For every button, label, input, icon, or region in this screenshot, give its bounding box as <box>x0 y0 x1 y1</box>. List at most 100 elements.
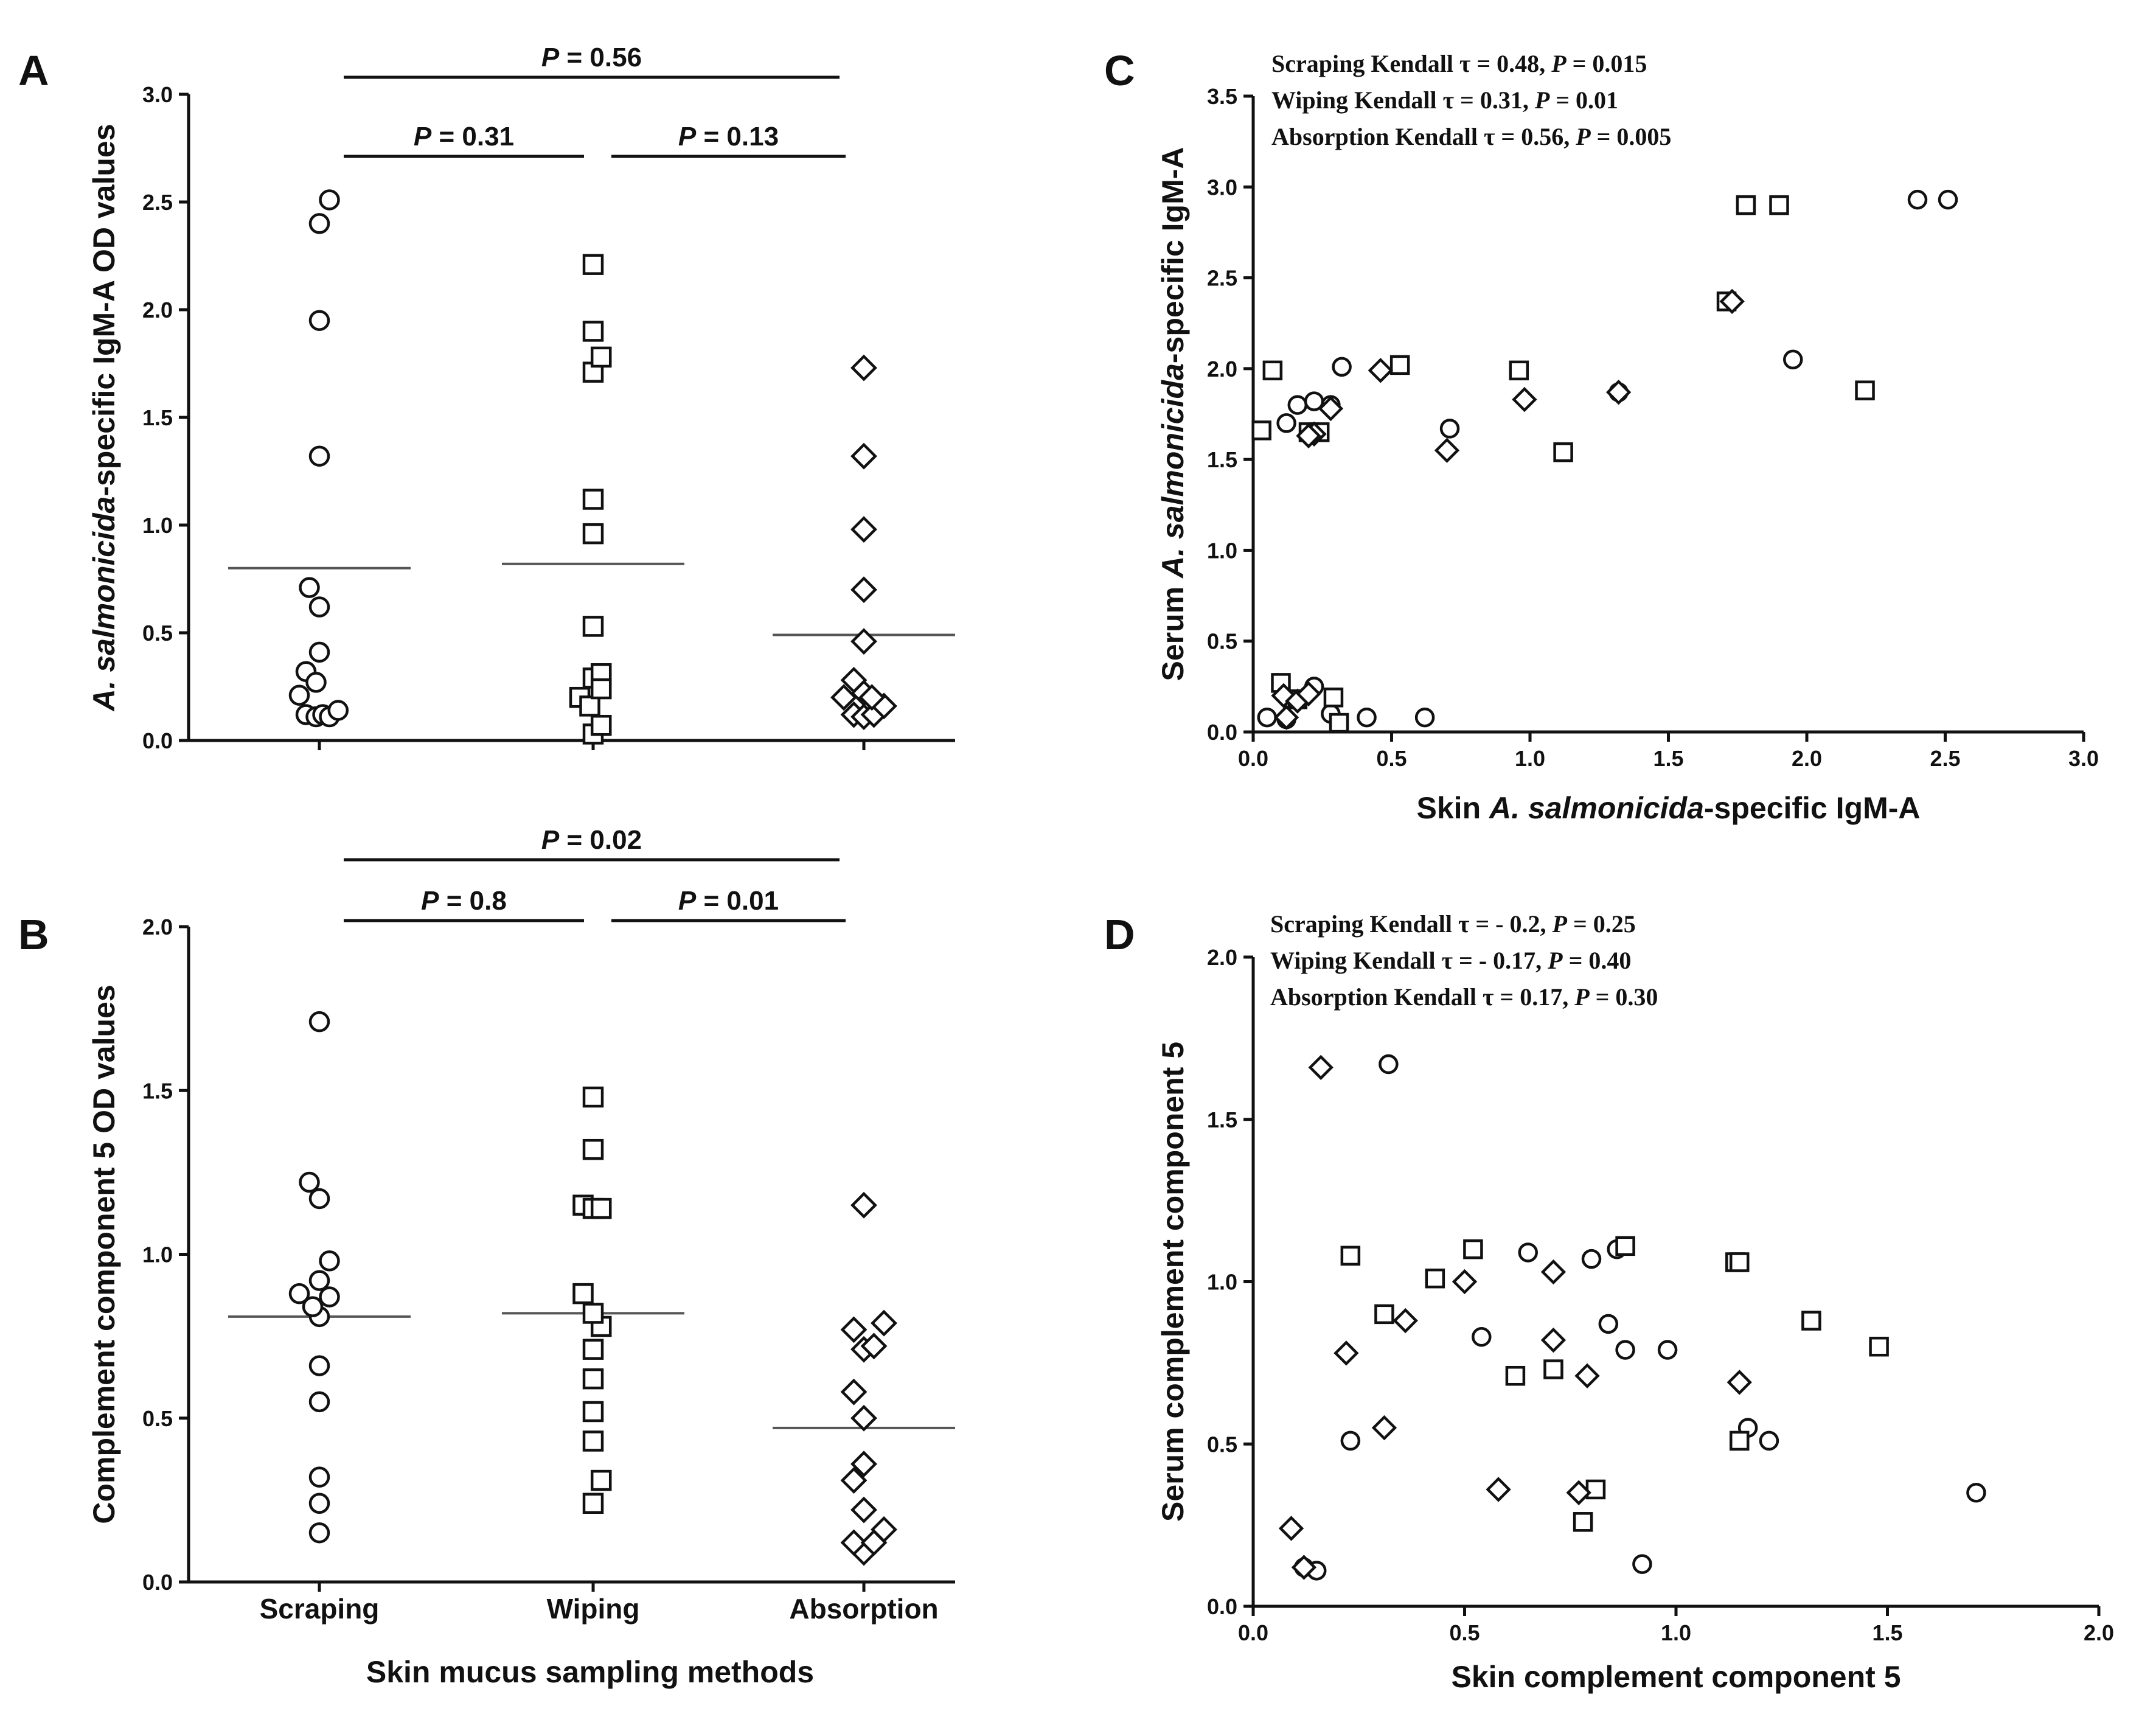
panel-b-point-wiping <box>582 1303 604 1324</box>
panel-d-point-wiping <box>1505 1365 1526 1386</box>
panel-c-point-scraping <box>1783 349 1803 370</box>
panel-d-y-tick-label: 0.0 <box>1207 1594 1237 1619</box>
panel-c-point-wiping <box>1262 360 1283 381</box>
panel-b-y-tick-label: 2.0 <box>142 914 173 939</box>
panel-c-point-scraping <box>1332 357 1352 377</box>
panel-a-y-axis-title: A. salmonicida-specific IgM-A OD values <box>87 124 121 712</box>
panel-c-point-wiping <box>1553 442 1573 462</box>
panel-b-point-scraping <box>302 1296 324 1317</box>
panel-d-point-absorption <box>1566 1480 1591 1505</box>
panel-d-point-absorption <box>1540 1327 1567 1353</box>
panel-a-point-scraping <box>305 672 327 693</box>
panel-a-point-scraping <box>319 189 340 211</box>
panel-c-y-tick-label: 2.0 <box>1207 357 1237 381</box>
panel-b-point-absorption <box>871 1516 897 1543</box>
panel-c-point-scraping <box>1907 189 1928 210</box>
panel-b-point-absorption <box>860 1333 888 1360</box>
panel-d-point-absorption <box>1334 1340 1359 1366</box>
panel-a-point-absorption <box>850 576 877 604</box>
panel-a-y-tick-label: 1.0 <box>142 513 173 538</box>
panel-b-point-scraping <box>288 1283 310 1305</box>
panel-c-point-scraping <box>1938 189 1958 210</box>
panel-c-x-tick-label: 1.0 <box>1515 746 1545 771</box>
panel-b-point-scraping <box>308 1355 330 1376</box>
panel-c-point-wiping <box>1509 360 1529 381</box>
panel-b-comparison-label: P = 0.02 <box>541 825 642 855</box>
panel-a-y-tick-label: 1.5 <box>142 405 173 430</box>
panel-b-point-absorption <box>840 1316 868 1343</box>
panel-d-annotation-1: Wiping Kendall τ = - 0.17, P = 0.40 <box>1270 947 1631 974</box>
panel-d-x-tick-label: 1.0 <box>1661 1620 1691 1645</box>
panel-d-point-scraping <box>1632 1554 1652 1574</box>
panel-b-x-axis-title: Skin mucus sampling methods <box>366 1655 814 1689</box>
panel-d-point-wiping <box>1869 1336 1889 1357</box>
panel-d-x-tick-label: 0.5 <box>1449 1620 1480 1645</box>
panel-b-point-scraping <box>308 1522 330 1544</box>
panel-c-y-tick-label: 3.5 <box>1207 84 1237 109</box>
panel-b-y-axis-title: Complement component 5 OD values <box>87 984 121 1524</box>
panel-b-point-wiping <box>582 1493 604 1514</box>
panel-d-point-wiping <box>1463 1239 1483 1259</box>
panel-c-x-tick-label: 3.0 <box>2068 746 2099 771</box>
panel-d-x-axis-title: Skin complement component 5 <box>1451 1660 1900 1694</box>
panel-d-point-wiping <box>1730 1430 1750 1451</box>
panel-d-y-tick-label: 2.0 <box>1207 945 1237 970</box>
panel-c-point-scraping <box>1439 419 1460 439</box>
panel-c-point-wiping <box>1855 380 1875 400</box>
panel-a-comparison-label: P = 0.13 <box>678 122 779 152</box>
panel-b-point-wiping <box>582 1138 604 1160</box>
panel-b-y-tick-label: 0.0 <box>142 1570 173 1595</box>
panel-a-point-wiping <box>582 616 604 637</box>
panel-b-point-scraping <box>299 1171 320 1193</box>
panel-c-point-wiping <box>1769 195 1789 215</box>
panel-b-y-tick-label: 1.0 <box>142 1242 173 1267</box>
panel-c-point-scraping <box>1257 707 1277 728</box>
panel-b-point-scraping <box>319 1286 340 1308</box>
panel-a-y-tick-label: 2.5 <box>142 190 173 215</box>
panel-b-comparison-label: P = 0.01 <box>678 886 779 916</box>
panel-b-point-scraping <box>308 1391 330 1413</box>
panel-a-point-scraping <box>288 685 310 706</box>
panel-a-point-scraping <box>327 700 349 721</box>
panel-d-point-scraping <box>1379 1054 1399 1075</box>
panel-b-point-wiping <box>572 1283 594 1305</box>
panel-d-point-scraping <box>1472 1326 1492 1347</box>
panel-a-point-absorption <box>850 354 877 381</box>
panel-a-y-tick-label: 3.0 <box>142 82 173 107</box>
panel-b-point-absorption <box>871 1309 897 1337</box>
panel-c-point-scraping <box>1414 707 1435 728</box>
panel-b-point-scraping <box>319 1250 340 1272</box>
panel-b-point-absorption <box>850 1496 877 1524</box>
panel-d-point-absorption <box>1452 1269 1478 1295</box>
panel-b-point-scraping <box>308 1188 330 1210</box>
panel-a-y-tick-label: 2.0 <box>142 298 173 322</box>
panel-a-point-wiping <box>590 678 612 700</box>
panel-d-x-tick-label: 0.0 <box>1238 1620 1268 1645</box>
panel-d-point-scraping <box>1615 1340 1635 1360</box>
panel-c-point-absorption <box>1719 288 1745 315</box>
panel-b-point-wiping <box>582 1368 604 1390</box>
panel-d-point-absorption <box>1540 1259 1567 1285</box>
panel-c-point-wiping <box>1389 355 1410 375</box>
panel-d-point-wiping <box>1425 1268 1445 1289</box>
panel-d-point-scraping <box>1340 1430 1361 1451</box>
panel-a-point-scraping <box>308 310 330 331</box>
panel-c-point-absorption <box>1296 681 1321 706</box>
panel-d-point-wiping <box>1543 1359 1563 1379</box>
panel-c-point-wiping <box>1251 420 1271 441</box>
panel-a-comparison-label: P = 0.56 <box>541 43 642 72</box>
panel-c-annotation-2: Absorption Kendall τ = 0.56, P = 0.005 <box>1271 123 1671 150</box>
panel-d-point-scraping <box>1598 1314 1619 1334</box>
panel-d-point-absorption <box>1727 1370 1752 1395</box>
panel-d-point-absorption <box>1308 1054 1334 1081</box>
panel-d-y-tick-label: 1.0 <box>1207 1270 1237 1295</box>
panel-a-point-wiping <box>579 695 600 717</box>
panel-c-point-scraping <box>1276 413 1296 433</box>
panel-a-point-scraping <box>308 445 330 467</box>
panel-b-point-scraping <box>308 1270 330 1291</box>
panel-c-point-absorption <box>1605 379 1632 405</box>
panel-a-y-tick-label: 0.5 <box>142 621 173 646</box>
panel-a-point-wiping <box>582 489 604 510</box>
panel-b-point-wiping <box>590 1469 612 1491</box>
